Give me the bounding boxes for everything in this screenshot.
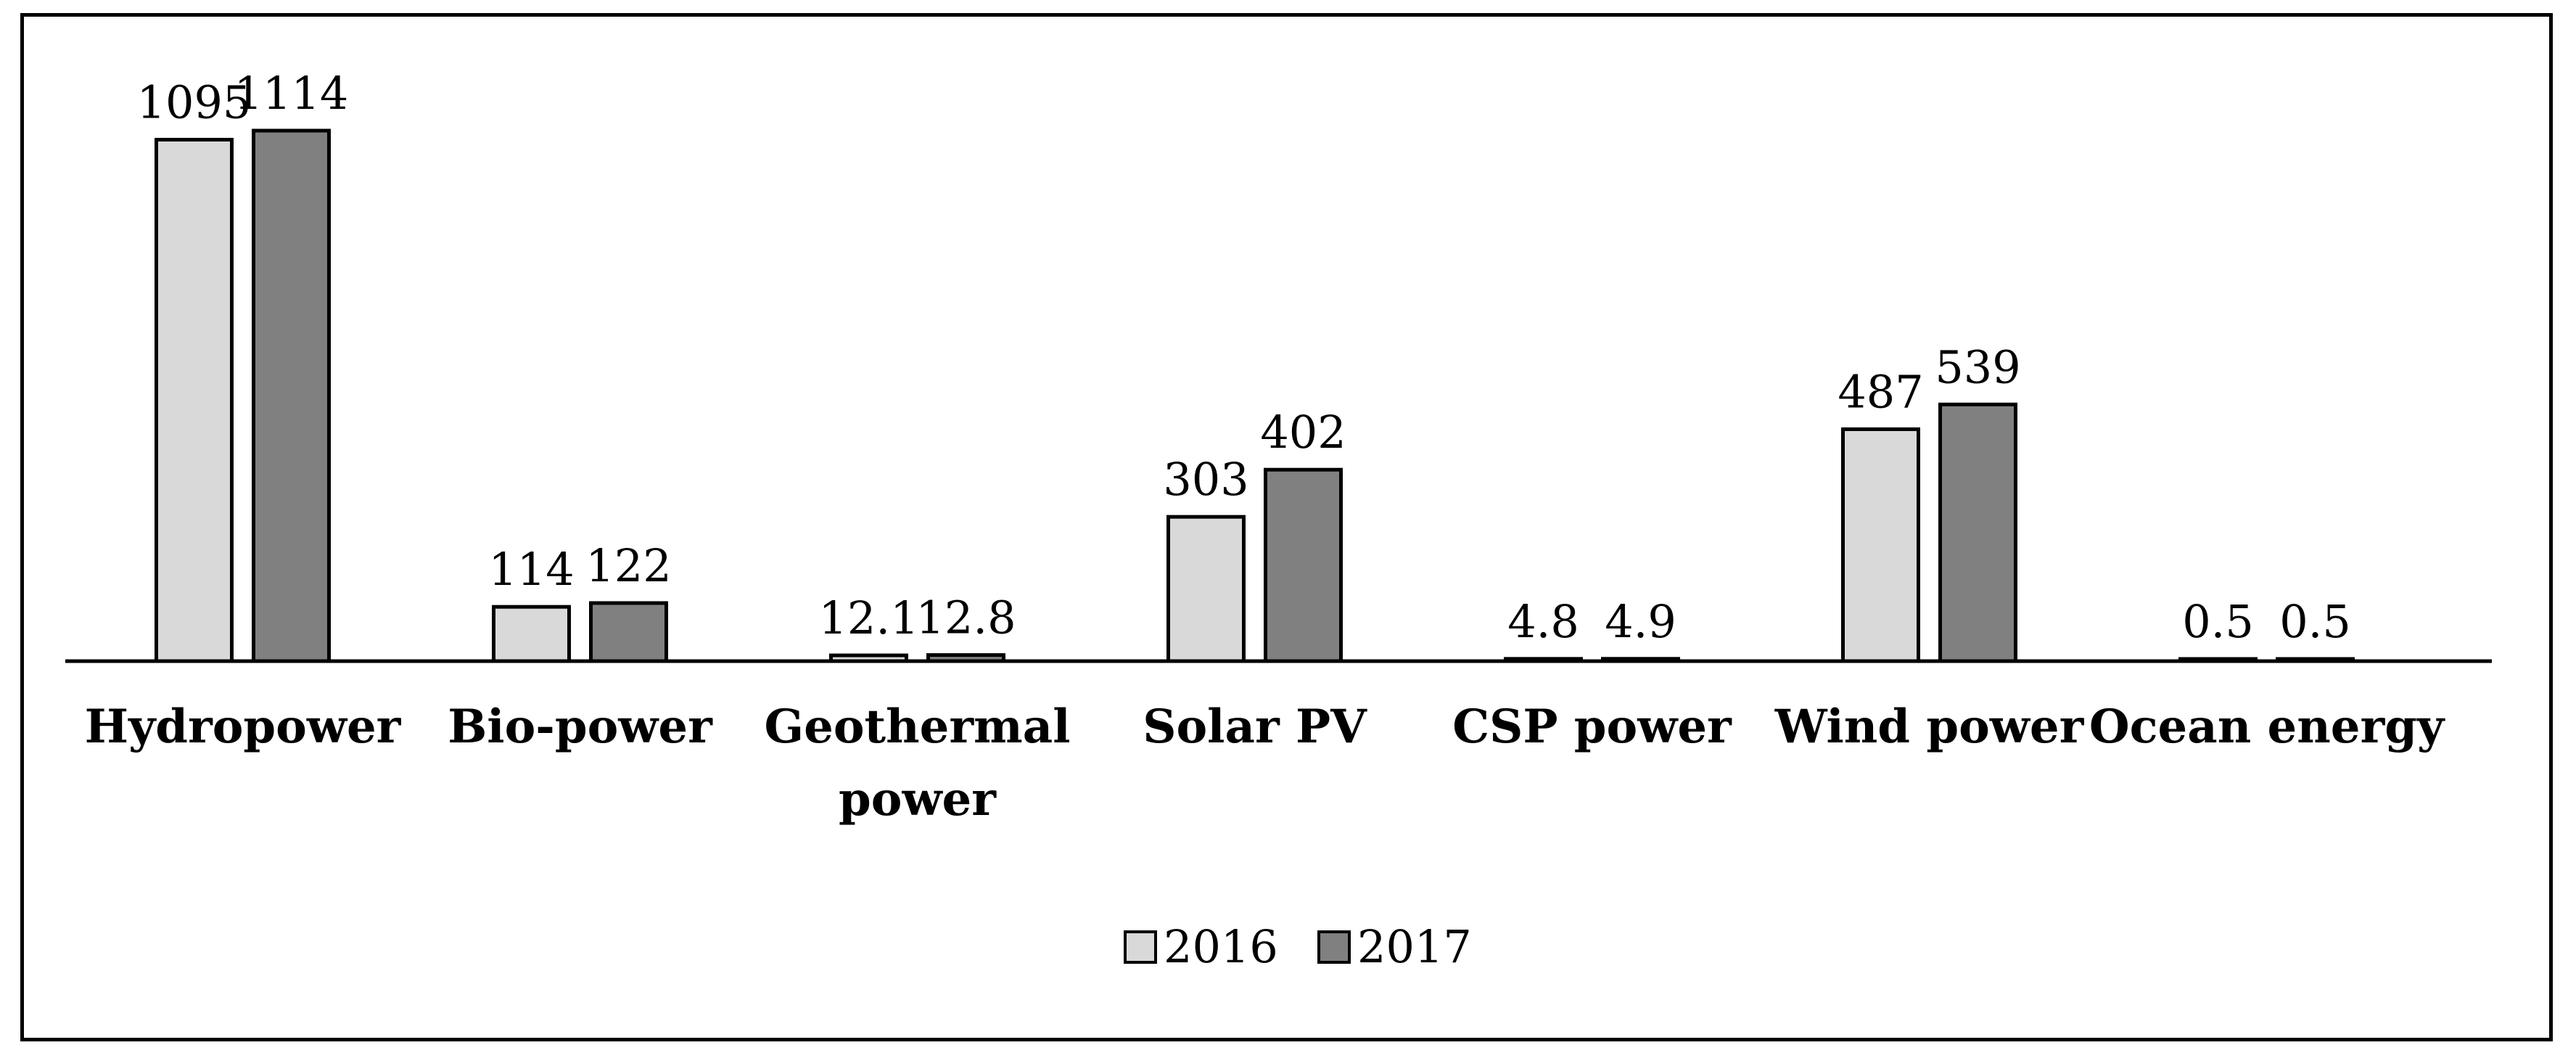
x-tick-label-csp-power: CSP power bbox=[1452, 700, 1732, 754]
data-label-csp-power-2017: 4.9 bbox=[1605, 595, 1676, 648]
x-tick-label-geothermal-power-line-2: power bbox=[839, 772, 997, 827]
bar-hydropower-2017 bbox=[252, 128, 331, 663]
data-label-bio-power-2017: 122 bbox=[585, 539, 671, 592]
bar-solar-pv-2017 bbox=[1264, 467, 1343, 663]
data-label-csp-power-2016: 4.8 bbox=[1507, 595, 1579, 648]
x-tick-label-ocean-energy: Ocean energy bbox=[2089, 700, 2445, 754]
legend-swatch-2017 bbox=[1317, 930, 1351, 964]
data-label-geothermal-power-2016: 12.1 bbox=[818, 591, 918, 644]
chart-frame: 1095 1114 Hydropower 114 122 Bio-power 12.1 12.… bbox=[20, 13, 2553, 1041]
data-label-bio-power-2016: 114 bbox=[488, 543, 574, 596]
bar-bio-power-2017 bbox=[589, 601, 668, 663]
x-tick-label-bio-power: Bio-power bbox=[448, 700, 713, 754]
x-tick-label-wind-power: Wind power bbox=[1774, 700, 2085, 754]
data-label-hydropower-2016: 1095 bbox=[137, 75, 252, 128]
x-tick-label-solar-pv: Solar PV bbox=[1143, 700, 1367, 754]
data-label-wind-power-2017: 539 bbox=[1935, 340, 2020, 393]
legend-label-2016: 2016 bbox=[1164, 920, 1278, 973]
x-tick-label-hydropower: Hydropower bbox=[85, 700, 402, 754]
x-tick-label-geothermal-power-line-1: Geothermal bbox=[764, 700, 1070, 754]
bar-bio-power-2016 bbox=[492, 605, 571, 663]
data-label-hydropower-2017: 1114 bbox=[234, 67, 349, 120]
bar-solar-pv-2016 bbox=[1166, 515, 1246, 663]
legend-label-2017: 2017 bbox=[1357, 920, 1472, 973]
legend-swatch-2016 bbox=[1124, 930, 1157, 964]
data-label-ocean-energy-2017: 0.5 bbox=[2279, 595, 2351, 648]
data-label-solar-pv-2017: 402 bbox=[1260, 406, 1346, 459]
bar-hydropower-2016 bbox=[155, 137, 234, 663]
bar-wind-power-2017 bbox=[1938, 402, 2017, 663]
data-label-ocean-energy-2016: 0.5 bbox=[2182, 595, 2254, 648]
bar-wind-power-2016 bbox=[1841, 427, 1920, 663]
data-label-wind-power-2016: 487 bbox=[1838, 365, 1923, 418]
data-label-solar-pv-2016: 303 bbox=[1163, 453, 1248, 506]
data-label-geothermal-power-2017: 12.8 bbox=[915, 591, 1016, 644]
